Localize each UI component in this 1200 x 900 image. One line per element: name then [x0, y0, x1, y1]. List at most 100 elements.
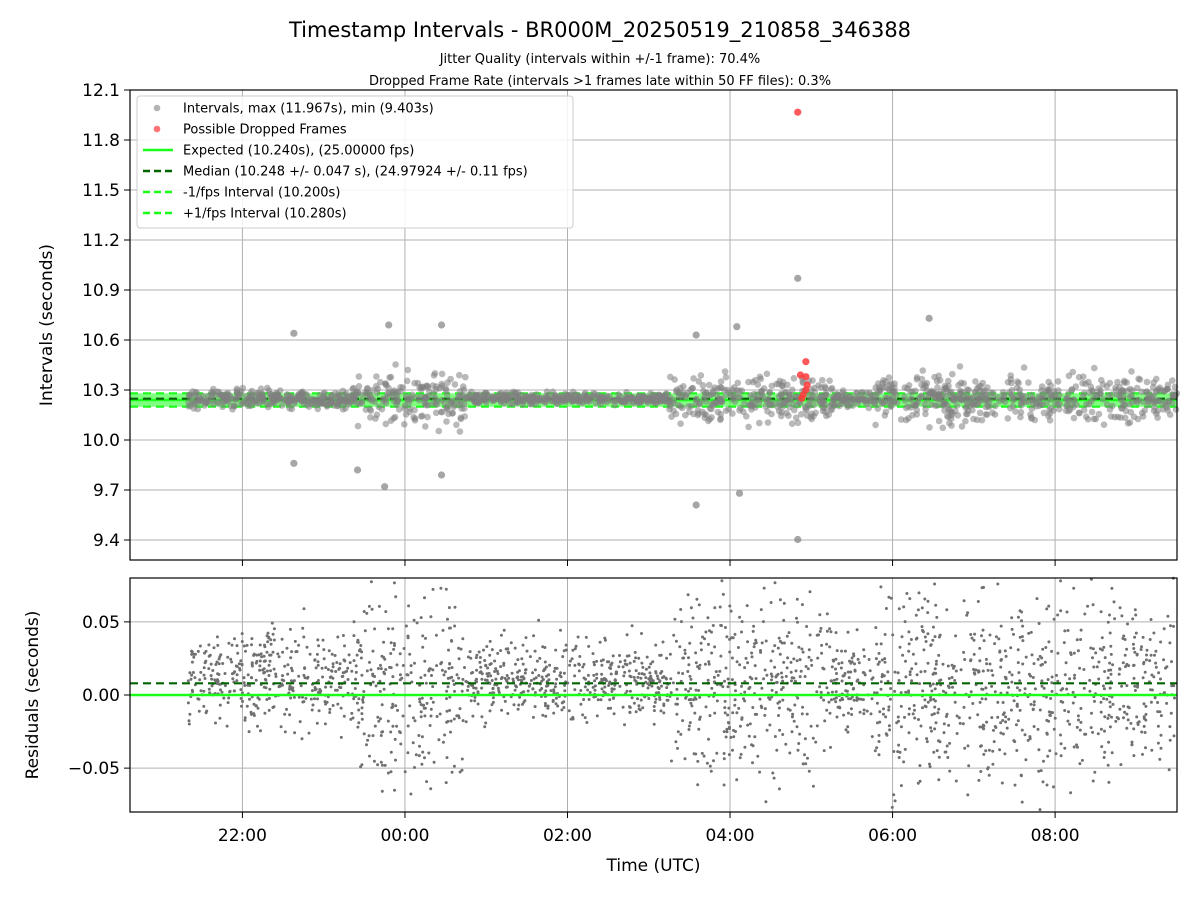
residual-point: [1027, 672, 1031, 676]
interval-point: [1128, 368, 1135, 375]
residual-point: [1016, 648, 1020, 652]
residual-point: [573, 663, 577, 667]
residual-point: [521, 643, 525, 647]
residual-point: [596, 698, 600, 702]
residual-point: [311, 703, 315, 707]
interval-point: [708, 414, 715, 421]
residual-point: [297, 695, 301, 699]
residual-point: [230, 660, 234, 664]
residual-point: [260, 655, 264, 659]
residual-point: [425, 701, 429, 705]
residual-point: [911, 652, 915, 656]
residual-point: [1068, 677, 1072, 681]
residual-point: [368, 660, 371, 664]
residual-point: [429, 787, 433, 791]
interval-point: [355, 373, 363, 380]
residual-point: [259, 652, 263, 656]
residual-point: [804, 762, 808, 766]
residual-point: [380, 654, 384, 658]
residual-point: [1133, 650, 1137, 654]
interval-point: [463, 394, 470, 401]
residual-point: [992, 728, 995, 732]
residual-point: [449, 719, 453, 723]
residual-point: [1144, 746, 1147, 750]
residual-point: [435, 715, 439, 718]
residual-point: [966, 744, 970, 748]
residual-point: [1021, 662, 1025, 666]
residual-point: [475, 653, 479, 657]
residual-point: [1163, 691, 1166, 695]
residual-point: [733, 698, 737, 702]
residual-point: [485, 645, 489, 648]
residual-point: [239, 659, 243, 663]
residual-point: [954, 779, 958, 783]
residual-point: [697, 603, 701, 607]
residual-point: [1130, 743, 1134, 747]
residual-point: [834, 667, 837, 671]
residual-point: [649, 662, 653, 666]
residual-point: [679, 608, 683, 611]
interval-point: [1079, 379, 1086, 387]
residual-point: [986, 668, 990, 672]
residual-point: [419, 715, 423, 719]
residual-point: [242, 644, 246, 648]
residual-point: [316, 697, 319, 701]
interval-point: [572, 391, 580, 398]
residual-point: [288, 684, 292, 688]
residual-point: [554, 696, 558, 700]
residual-point: [310, 689, 314, 693]
residual-point: [1064, 661, 1068, 665]
residual-point: [360, 673, 364, 677]
residual-point: [477, 650, 481, 654]
residual-point: [730, 656, 734, 660]
residual-point: [769, 672, 773, 676]
residual-point: [700, 751, 704, 755]
residual-point: [778, 700, 782, 704]
residual-point: [1125, 726, 1129, 730]
residual-point: [441, 740, 445, 744]
interval-point: [721, 386, 728, 394]
residual-point: [751, 706, 755, 709]
residual-point: [628, 689, 632, 693]
residual-point: [1020, 728, 1024, 732]
residual-point: [568, 663, 572, 667]
residual-point: [856, 657, 860, 661]
residual-point: [280, 637, 284, 641]
interval-point: [750, 390, 758, 398]
residual-point: [478, 660, 482, 664]
residual-point: [929, 726, 933, 730]
residual-point: [204, 659, 208, 663]
residual-point: [1048, 749, 1052, 753]
legend-label: -1/fps Interval (10.200s): [183, 186, 340, 201]
residual-point: [886, 679, 890, 683]
residual-point: [867, 658, 871, 661]
residual-point: [810, 663, 814, 667]
interval-point: [699, 382, 707, 389]
residual-point: [931, 625, 935, 629]
residual-point: [661, 640, 665, 644]
residual-point: [931, 672, 935, 676]
residual-point: [645, 655, 649, 659]
residual-point: [907, 707, 911, 711]
residual-point: [445, 697, 448, 701]
residual-point: [897, 756, 901, 759]
residual-point: [489, 674, 493, 678]
residual-point: [773, 665, 777, 669]
residual-point: [830, 698, 833, 702]
residual-point: [723, 706, 727, 710]
residual-point: [899, 704, 903, 708]
residual-point: [1113, 617, 1117, 621]
residual-point: [1123, 653, 1127, 657]
interval-point: [969, 394, 976, 401]
residual-point: [903, 620, 907, 624]
residual-point: [607, 660, 611, 664]
dropped-frame-point: [796, 371, 805, 379]
interval-point: [1069, 368, 1077, 376]
residual-point: [628, 711, 632, 714]
residual-point: [591, 652, 595, 656]
residual-point: [424, 636, 427, 640]
interval-point: [1149, 398, 1157, 405]
residual-point: [513, 688, 517, 692]
residual-point: [1159, 733, 1163, 737]
residual-point: [1023, 687, 1027, 691]
